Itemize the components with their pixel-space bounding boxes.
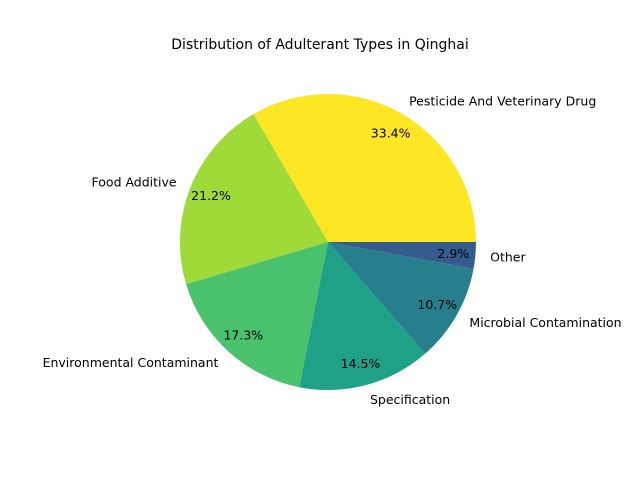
slice-category-label: Microbial Contamination <box>469 315 621 330</box>
pie-slice-other <box>328 242 476 269</box>
slice-category-label: Pesticide And Veterinary Drug <box>409 93 596 108</box>
slice-percent-label: 10.7% <box>417 297 457 312</box>
slice-percent-label: 33.4% <box>371 125 411 140</box>
pie-slices <box>179 93 476 390</box>
pie-slice-pesticide-and-veterinary-drug <box>253 93 476 243</box>
slice-category-label: Specification <box>370 392 450 407</box>
chart-title: Distribution of Adulterant Types in Qing… <box>171 37 468 53</box>
slice-percent-label: 21.2% <box>191 188 231 203</box>
slice-percent-label: 2.9% <box>437 246 469 261</box>
pie-slice-microbial-contamination <box>328 242 474 354</box>
pie-slice-food-additive <box>179 114 328 285</box>
slice-category-label: Other <box>490 249 526 264</box>
slice-percent-label: 14.5% <box>341 356 381 371</box>
slice-percent-label: 17.3% <box>223 328 263 343</box>
slice-category-label: Environmental Contaminant <box>43 355 219 370</box>
pie-slice-environmental-contaminant <box>186 242 328 388</box>
slice-category-label: Food Additive <box>92 175 177 190</box>
pie-slice-specification <box>299 242 426 390</box>
pie-labels: Pesticide And Veterinary Drug 33.4% Food A… <box>43 93 622 406</box>
